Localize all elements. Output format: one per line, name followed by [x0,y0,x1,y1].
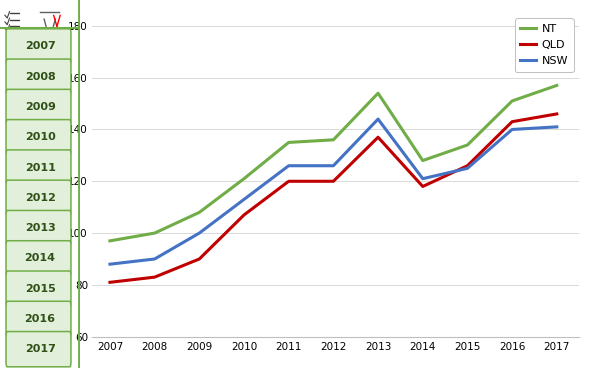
Text: 2010: 2010 [25,132,55,142]
FancyBboxPatch shape [6,150,71,185]
Text: 2009: 2009 [25,102,55,112]
FancyBboxPatch shape [6,29,71,64]
FancyBboxPatch shape [6,89,71,125]
Text: 2017: 2017 [25,344,55,354]
Text: 2012: 2012 [25,193,55,203]
FancyBboxPatch shape [6,241,71,276]
Text: 2008: 2008 [25,72,55,82]
FancyBboxPatch shape [6,301,71,336]
FancyBboxPatch shape [6,210,71,246]
Text: 2016: 2016 [24,314,56,324]
FancyBboxPatch shape [6,332,71,367]
FancyBboxPatch shape [6,59,71,94]
FancyBboxPatch shape [6,120,71,155]
Text: 2015: 2015 [25,284,55,294]
FancyBboxPatch shape [6,271,71,306]
Text: 2007: 2007 [25,42,55,52]
Text: 2014: 2014 [24,253,56,263]
FancyBboxPatch shape [6,180,71,215]
Text: 2013: 2013 [25,223,55,233]
Legend: NT, QLD, NSW: NT, QLD, NSW [515,18,574,72]
Text: 2011: 2011 [25,163,55,173]
